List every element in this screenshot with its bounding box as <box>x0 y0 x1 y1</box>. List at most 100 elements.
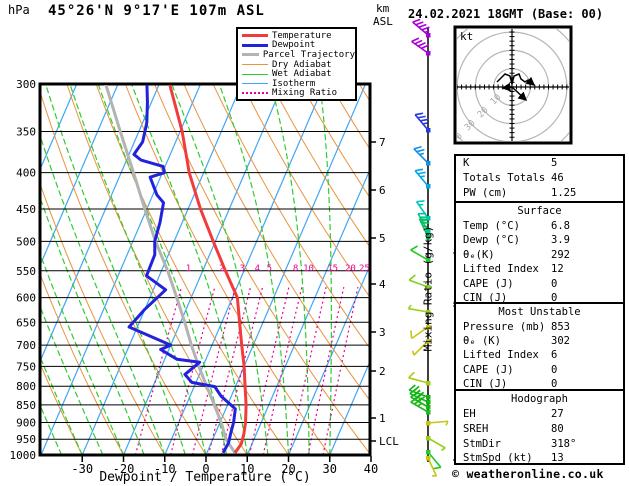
row-value: 0 <box>551 377 558 390</box>
wind-barb <box>426 436 446 451</box>
svg-text:1: 1 <box>379 412 386 425</box>
row-value: 13 <box>551 452 564 465</box>
table-row: PW (cm) 1.25 <box>456 186 623 201</box>
svg-text:2: 2 <box>379 365 386 378</box>
wind-barb <box>410 397 431 415</box>
wind-barb <box>426 450 442 470</box>
legend-item-parcel: Parcel Trajectory <box>242 50 355 60</box>
table-header: Hodograph <box>511 393 568 405</box>
wind-barb <box>414 112 431 133</box>
wind-barb <box>411 339 431 356</box>
km-axis: 7 6 5 4 3 2 1 <box>370 136 386 442</box>
row-value: 1.25 <box>551 187 577 199</box>
row-label: Lifted Index <box>463 263 539 276</box>
svg-text:10: 10 <box>240 462 254 476</box>
svg-text:7: 7 <box>379 136 386 149</box>
row-value: 0 <box>551 363 558 376</box>
row-value: 292 <box>551 248 570 261</box>
legend-label: Temperature <box>272 30 332 41</box>
svg-text:650: 650 <box>16 316 36 329</box>
svg-text:6: 6 <box>379 184 386 197</box>
wind-barb <box>426 456 438 477</box>
table-row: StmSpd (kt) 13 <box>456 451 623 466</box>
row-label: Dewp (°C) <box>463 234 520 247</box>
legend-item-temperature: Temperature <box>242 31 355 41</box>
legend-item-mixing-ratio: Mixing Ratio <box>242 88 355 99</box>
row-value: 3.9 <box>551 234 570 247</box>
legend-item-wet-adiabat: Wet Adiabat <box>242 69 355 79</box>
row-value: 6 <box>551 349 558 362</box>
row-value: 6.8 <box>551 220 570 232</box>
table-row: CIN (J) 0 <box>456 291 623 305</box>
hodograph-low-level-arrow <box>501 82 513 92</box>
wind-barb <box>412 18 431 38</box>
table-row: θₑ(K) 292 <box>456 248 623 262</box>
svg-text:600: 600 <box>16 292 36 305</box>
svg-text:8: 8 <box>293 264 298 274</box>
svg-text:3: 3 <box>240 264 245 274</box>
row-label: EH <box>463 408 476 420</box>
storm-motion-arrow <box>511 86 528 102</box>
hodograph-trace <box>496 73 536 86</box>
row-value: 46 <box>551 172 564 184</box>
wind-barb <box>408 371 431 386</box>
wind-barb <box>415 200 431 221</box>
hodograph-table: Hodograph EH 27 SREH 80 StmDir 318° StmSpd … <box>454 389 625 465</box>
legend-label: Isotherm <box>272 78 316 89</box>
row-label: θₑ (K) <box>463 335 501 348</box>
row-label: StmDir <box>463 437 501 450</box>
svg-text:900: 900 <box>16 417 36 430</box>
row-label: CIN (J) <box>463 377 508 390</box>
svg-text:800: 800 <box>16 380 36 393</box>
row-label: K <box>463 157 470 169</box>
temperature-axis-title: Dewpoint / Temperature (°C) <box>99 470 311 485</box>
svg-text:15: 15 <box>327 264 338 274</box>
wind-barb-column <box>407 18 449 477</box>
mixing-ratio-axis-title: Mixing Ratio (g/kg) <box>421 225 435 352</box>
row-value: 80 <box>551 422 564 435</box>
row-value: 27 <box>551 408 564 420</box>
svg-text:1: 1 <box>186 264 191 274</box>
svg-text:450: 450 <box>16 203 36 216</box>
mixing-ratio-swatch <box>242 92 268 95</box>
row-value: 853 <box>551 321 570 333</box>
legend-label: Dry Adiabat <box>272 59 332 70</box>
table-row: CAPE (J) 0 <box>456 277 623 291</box>
svg-text:30: 30 <box>463 118 478 133</box>
hodograph-unit-label: kt <box>460 30 474 43</box>
svg-text:3: 3 <box>379 326 386 339</box>
svg-text:20: 20 <box>281 462 295 476</box>
table-header: Surface <box>517 205 562 217</box>
legend: Temperature Dewpoint Parcel Trajectory D… <box>236 27 357 102</box>
svg-text:20: 20 <box>476 106 491 121</box>
table-row: CAPE (J) 0 <box>456 363 623 377</box>
row-label: PW (cm) <box>463 187 508 199</box>
table-row: θₑ (K) 302 <box>456 334 623 348</box>
lcl-marker-label: LCL <box>379 435 399 448</box>
svg-text:850: 850 <box>16 399 36 412</box>
legend-label: Parcel Trajectory <box>262 49 355 60</box>
row-label: StmSpd (kt) <box>463 452 533 465</box>
svg-text:20: 20 <box>345 264 356 274</box>
svg-text:1000: 1000 <box>10 449 37 462</box>
dewpoint-line-swatch <box>242 43 268 47</box>
row-label: SREH <box>463 422 489 435</box>
table-row: Totals Totals 46 <box>456 171 623 186</box>
temperature-axis: -30 -20 -10 0 10 20 30 40 <box>71 456 378 476</box>
legend-label: Dewpoint <box>272 40 316 51</box>
row-label: CAPE (J) <box>463 363 514 376</box>
legend-label: Wet Adiabat <box>272 69 332 80</box>
parcel-line-swatch <box>242 53 259 57</box>
svg-text:10: 10 <box>489 93 504 108</box>
svg-text:950: 950 <box>16 433 36 446</box>
pressure-axis-unit: hPa <box>8 3 30 17</box>
svg-text:750: 750 <box>16 360 36 373</box>
svg-text:300: 300 <box>16 78 36 91</box>
wind-barb <box>407 304 431 315</box>
svg-text:-30: -30 <box>71 462 93 476</box>
legend-label: Mixing Ratio <box>272 88 338 99</box>
row-value: 0 <box>551 277 558 290</box>
table-row: Temp (°C) 6.8 <box>456 219 623 233</box>
